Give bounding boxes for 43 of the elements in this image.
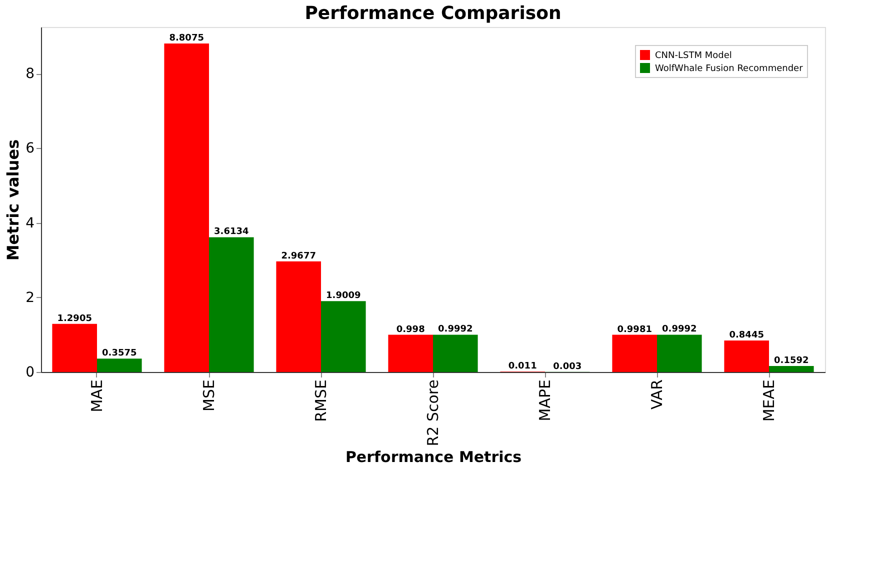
x-axis-title: Performance Metrics <box>345 448 522 466</box>
data-label: 8.8075 <box>169 34 204 44</box>
legend-label: WolfWhale Fusion Recommender <box>655 64 804 74</box>
data-label: 0.3575 <box>102 348 137 359</box>
data-label: 0.8445 <box>729 330 764 340</box>
data-label: 2.9677 <box>281 251 316 262</box>
data-label: 0.9992 <box>438 324 473 335</box>
x-tick-label: VAR <box>648 380 666 410</box>
bar <box>52 324 97 372</box>
y-tick-label: 2 <box>26 290 34 306</box>
bar <box>769 366 814 372</box>
data-label: 3.6134 <box>214 227 249 238</box>
bar <box>433 334 478 372</box>
y-tick-label: 0 <box>26 364 34 380</box>
y-tick-label: 6 <box>26 140 35 157</box>
bar <box>276 261 321 372</box>
data-label: 0.1592 <box>774 356 809 366</box>
y-tick-label: 8 <box>26 66 34 82</box>
x-tick-label: MAE <box>88 380 106 412</box>
data-label: 1.9009 <box>326 291 361 302</box>
x-tick-label: RMSE <box>312 380 330 422</box>
bar <box>97 358 142 372</box>
x-tick-label: R2 Score <box>424 380 442 446</box>
bar <box>612 334 657 372</box>
data-label: 0.011 <box>508 362 537 372</box>
chart-title: Performance Comparison <box>304 3 562 24</box>
y-axis-title: Metric values <box>4 139 23 261</box>
y-tick-label: 4 <box>26 215 35 232</box>
bar <box>209 237 254 372</box>
x-tick-label: MSE <box>200 380 218 412</box>
data-label: 0.003 <box>553 362 582 372</box>
bar <box>724 340 769 372</box>
legend-label: CNN-LSTM Model <box>655 51 732 61</box>
bar <box>388 334 433 372</box>
data-label: 0.998 <box>396 324 425 335</box>
data-label: 0.9992 <box>662 324 697 335</box>
bar <box>657 334 702 372</box>
bar <box>321 301 366 372</box>
bar <box>164 44 209 372</box>
data-label: 1.2905 <box>57 314 92 324</box>
x-tick-label: MAPE <box>536 380 554 422</box>
data-label: 0.9981 <box>617 324 652 335</box>
x-tick-label: MEAE <box>760 380 778 422</box>
